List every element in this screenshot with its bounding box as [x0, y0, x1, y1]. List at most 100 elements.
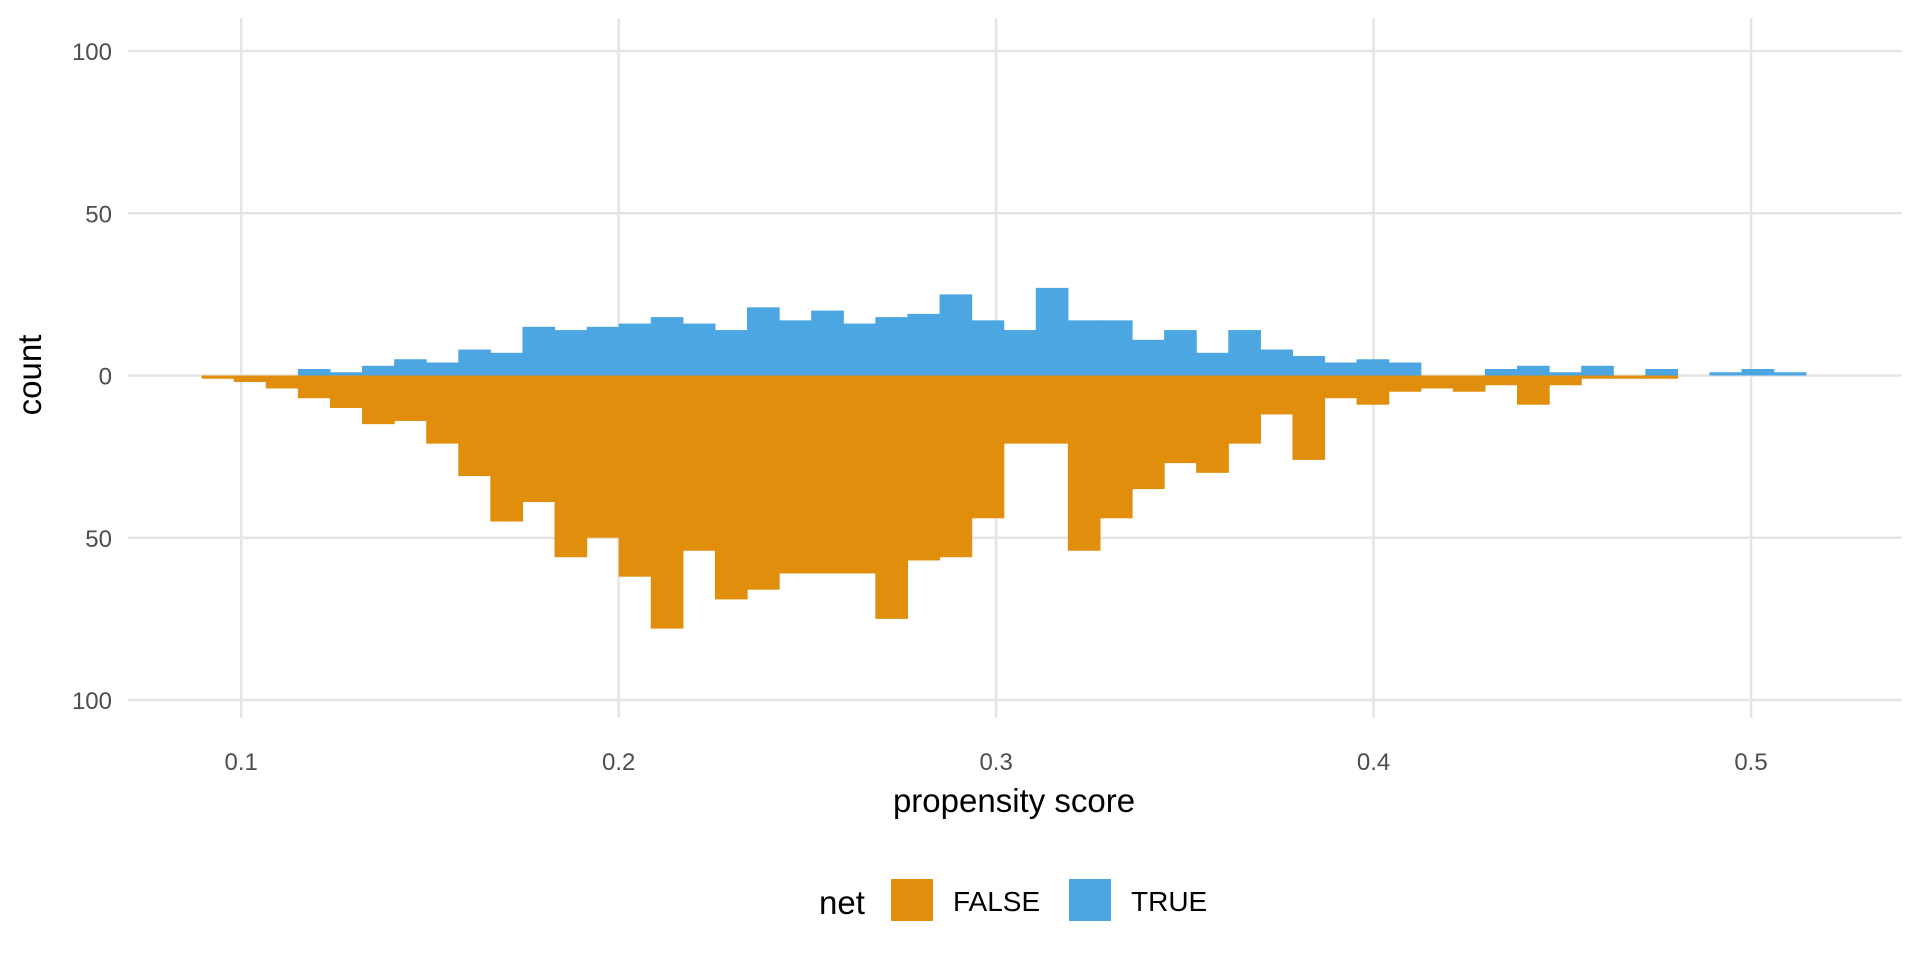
bar-true	[714, 330, 748, 376]
x-tick-label: 0.5	[1734, 749, 1767, 776]
bar-false	[875, 375, 909, 619]
bar-true	[1484, 369, 1518, 376]
legend-label-true: TRUE	[1131, 886, 1207, 917]
bar-false	[522, 375, 556, 503]
bar-true	[1164, 330, 1197, 376]
bar-false	[779, 375, 812, 574]
bar-false	[1645, 375, 1679, 379]
y-tick-label: 50	[85, 526, 112, 553]
bar-false	[1260, 375, 1294, 415]
bar-true	[1581, 365, 1614, 376]
bar-true	[1099, 320, 1133, 376]
bar-true	[843, 323, 876, 376]
x-tick-label: 0.3	[979, 749, 1012, 776]
bar-false	[1613, 375, 1646, 379]
bar-false	[1035, 375, 1069, 444]
bar-false	[650, 375, 684, 629]
x-axis-title: propensity score	[893, 782, 1135, 819]
bar-true	[1003, 330, 1037, 376]
bar-true	[1132, 339, 1165, 376]
bar-false	[1292, 375, 1326, 460]
gridlines	[128, 18, 1902, 718]
bar-false	[1099, 375, 1133, 519]
legend-key-true	[1069, 879, 1111, 921]
bar-true	[875, 317, 909, 376]
bar-true	[939, 294, 973, 376]
bar-false	[971, 375, 1005, 519]
bar-true	[1517, 365, 1550, 376]
bar-true	[458, 349, 491, 376]
bar-false	[1324, 375, 1358, 399]
bar-true	[1228, 330, 1261, 376]
bar-false	[1228, 375, 1261, 444]
bar-true	[1324, 362, 1358, 376]
bar-true	[1709, 372, 1743, 376]
bar-true	[650, 317, 684, 376]
bar-false	[939, 375, 973, 558]
bar-false	[1517, 375, 1550, 405]
bar-true	[1196, 352, 1229, 376]
bar-false	[1132, 375, 1165, 490]
bar-false	[1452, 375, 1486, 392]
bar-false	[1388, 375, 1422, 392]
bar-false	[233, 375, 267, 382]
bar-false	[265, 375, 299, 389]
bar-false	[811, 375, 844, 574]
histogram-bars	[201, 287, 1807, 629]
bar-true	[297, 369, 331, 376]
bar-true	[811, 310, 844, 376]
bar-true	[362, 365, 395, 376]
bar-true	[394, 359, 427, 376]
bar-true	[779, 320, 812, 376]
y-axis-title: count	[11, 335, 48, 416]
bar-false	[297, 375, 331, 399]
bar-true	[1292, 356, 1326, 376]
bar-true	[971, 320, 1005, 376]
bar-false	[682, 375, 716, 551]
bar-true	[554, 330, 588, 376]
bar-true	[1260, 349, 1294, 376]
bar-false	[843, 375, 876, 574]
y-tick-label: 50	[85, 201, 112, 228]
bar-true	[1773, 372, 1807, 376]
legend-label-false: FALSE	[953, 886, 1040, 917]
legend-key-false	[891, 879, 933, 921]
x-tick-label: 0.1	[225, 749, 258, 776]
bar-true	[682, 323, 716, 376]
bar-false	[1164, 375, 1197, 464]
legend: net FALSE TRUE	[819, 879, 1207, 921]
bar-false	[458, 375, 491, 477]
bar-true	[1388, 362, 1422, 376]
bar-true	[907, 313, 941, 376]
bar-false	[554, 375, 588, 558]
bar-true	[329, 372, 363, 376]
bar-false	[1356, 375, 1390, 405]
bar-true	[490, 352, 524, 376]
bar-true	[1356, 359, 1390, 376]
x-tick-label: 0.2	[602, 749, 635, 776]
y-tick-label: 100	[72, 39, 112, 66]
bar-false	[394, 375, 427, 421]
bar-false	[714, 375, 748, 600]
bar-false	[1484, 375, 1518, 386]
bar-true	[1067, 320, 1101, 376]
bar-false	[1581, 375, 1614, 379]
bar-true	[586, 326, 620, 376]
bar-true	[618, 323, 652, 376]
bar-true	[747, 307, 780, 376]
bar-true	[1741, 369, 1775, 376]
bar-false	[1067, 375, 1101, 551]
legend-title: net	[819, 884, 865, 921]
bar-false	[329, 375, 363, 408]
bar-false	[618, 375, 652, 577]
bar-false	[1549, 375, 1582, 386]
bar-false	[201, 375, 235, 379]
bar-false	[362, 375, 395, 425]
axis-ticks: 0.1 0.2 0.3 0.4 0.5 100 50 0 50 100	[72, 39, 1768, 776]
bar-true	[1645, 369, 1679, 376]
bar-true	[426, 362, 459, 376]
bar-false	[1003, 375, 1037, 444]
bar-false	[490, 375, 524, 522]
bar-false	[586, 375, 620, 538]
